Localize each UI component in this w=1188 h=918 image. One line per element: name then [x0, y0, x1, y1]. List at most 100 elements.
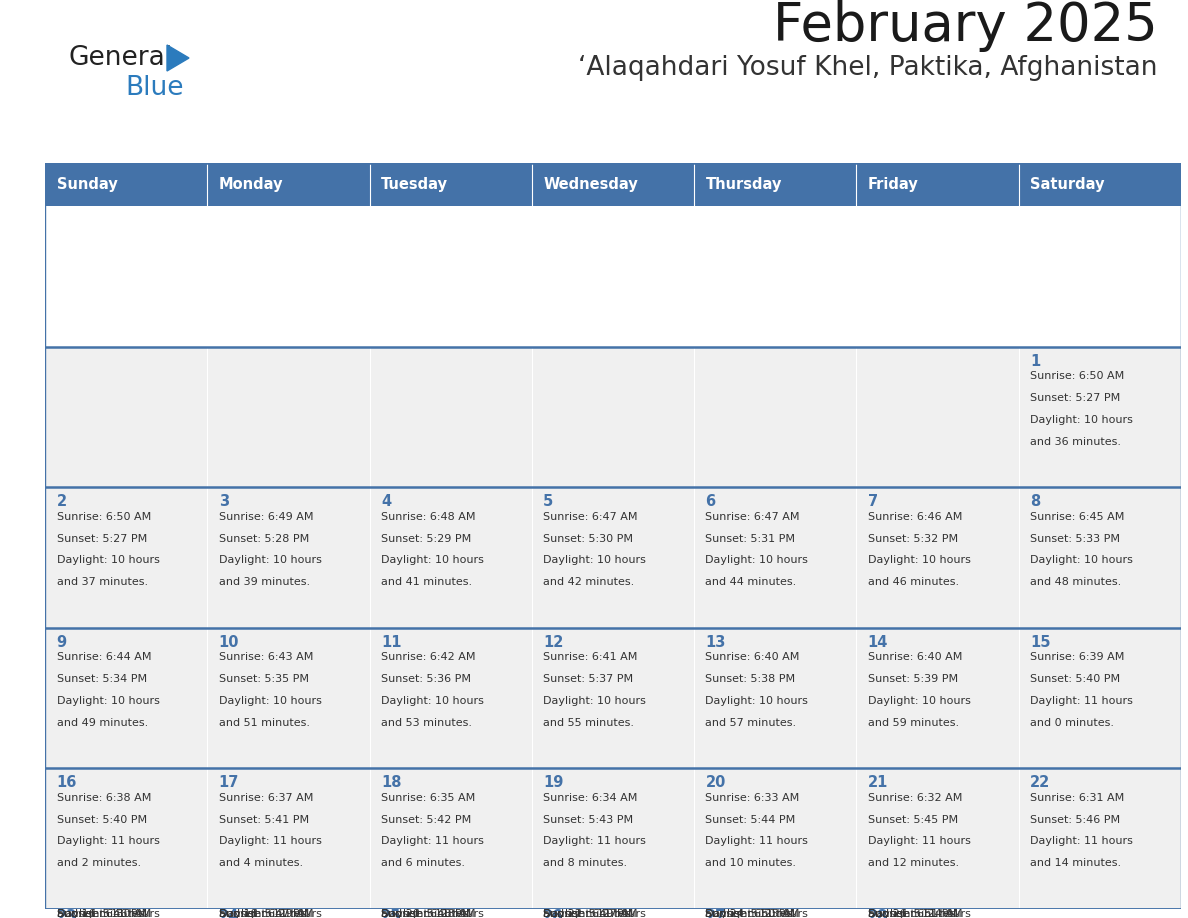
Text: Sunset: 5:34 PM: Sunset: 5:34 PM: [57, 674, 146, 684]
Text: Daylight: 10 hours: Daylight: 10 hours: [219, 696, 322, 706]
Text: and 18 minutes.: and 18 minutes.: [219, 909, 310, 918]
Text: 8: 8: [1030, 494, 1041, 509]
Bar: [694, 163, 857, 207]
Text: General: General: [68, 45, 172, 71]
Bar: [857, 163, 1018, 207]
Text: Sunset: 5:44 PM: Sunset: 5:44 PM: [706, 814, 796, 824]
Text: Sunset: 5:48 PM: Sunset: 5:48 PM: [381, 909, 472, 918]
Text: Daylight: 11 hours: Daylight: 11 hours: [219, 909, 322, 918]
Text: Sunset: 5:38 PM: Sunset: 5:38 PM: [706, 674, 796, 684]
Text: Friday: Friday: [867, 177, 918, 192]
Text: Daylight: 10 hours: Daylight: 10 hours: [57, 555, 159, 565]
Text: Daylight: 11 hours: Daylight: 11 hours: [219, 836, 322, 846]
Text: Sunrise: 6:47 AM: Sunrise: 6:47 AM: [706, 512, 800, 521]
Bar: [45, 163, 208, 207]
Text: Daylight: 11 hours: Daylight: 11 hours: [706, 909, 808, 918]
Bar: [45, 768, 1181, 909]
Text: 12: 12: [543, 634, 563, 650]
Text: Sunrise: 6:41 AM: Sunrise: 6:41 AM: [543, 653, 638, 663]
Text: Sunrise: 6:46 AM: Sunrise: 6:46 AM: [867, 512, 962, 521]
Text: Sunrise: 6:49 AM: Sunrise: 6:49 AM: [219, 512, 314, 521]
Text: Sunset: 5:37 PM: Sunset: 5:37 PM: [543, 674, 633, 684]
Text: Sunrise: 6:29 AM: Sunrise: 6:29 AM: [219, 909, 314, 918]
Text: Sunrise: 6:44 AM: Sunrise: 6:44 AM: [57, 653, 151, 663]
Text: 16: 16: [57, 775, 77, 790]
Text: 26: 26: [543, 909, 563, 918]
Text: and 26 minutes.: and 26 minutes.: [867, 909, 959, 918]
Text: and 44 minutes.: and 44 minutes.: [706, 577, 797, 588]
Text: and 57 minutes.: and 57 minutes.: [706, 718, 797, 728]
Text: and 39 minutes.: and 39 minutes.: [219, 577, 310, 588]
Text: Sunset: 5:51 PM: Sunset: 5:51 PM: [867, 909, 958, 918]
Text: and 36 minutes.: and 36 minutes.: [1030, 437, 1121, 447]
Text: Daylight: 10 hours: Daylight: 10 hours: [381, 696, 484, 706]
Text: Sunset: 5:31 PM: Sunset: 5:31 PM: [706, 533, 796, 543]
Bar: [369, 163, 532, 207]
Text: Sunset: 5:50 PM: Sunset: 5:50 PM: [706, 909, 796, 918]
Text: Sunset: 5:27 PM: Sunset: 5:27 PM: [1030, 393, 1120, 403]
Text: Monday: Monday: [219, 177, 283, 192]
Text: Sunset: 5:41 PM: Sunset: 5:41 PM: [219, 814, 309, 824]
Text: 23: 23: [57, 909, 77, 918]
Text: Sunrise: 6:42 AM: Sunrise: 6:42 AM: [381, 653, 475, 663]
Text: Sunrise: 6:48 AM: Sunrise: 6:48 AM: [381, 512, 475, 521]
Text: and 37 minutes.: and 37 minutes.: [57, 577, 147, 588]
Text: February 2025: February 2025: [773, 0, 1158, 52]
Text: 13: 13: [706, 634, 726, 650]
Text: Sunrise: 6:43 AM: Sunrise: 6:43 AM: [219, 653, 314, 663]
Text: and 51 minutes.: and 51 minutes.: [219, 718, 310, 728]
Text: Daylight: 10 hours: Daylight: 10 hours: [57, 696, 159, 706]
Text: Sunset: 5:47 PM: Sunset: 5:47 PM: [219, 909, 309, 918]
Text: Daylight: 10 hours: Daylight: 10 hours: [706, 555, 808, 565]
Text: Sunset: 5:28 PM: Sunset: 5:28 PM: [219, 533, 309, 543]
Text: 1: 1: [1030, 353, 1041, 368]
Text: Sunrise: 6:34 AM: Sunrise: 6:34 AM: [543, 793, 638, 803]
Text: 15: 15: [1030, 634, 1050, 650]
Text: Daylight: 11 hours: Daylight: 11 hours: [1030, 836, 1133, 846]
Text: Thursday: Thursday: [706, 177, 782, 192]
Text: Daylight: 10 hours: Daylight: 10 hours: [219, 555, 322, 565]
Text: and 20 minutes.: and 20 minutes.: [381, 909, 472, 918]
Text: 20: 20: [706, 775, 726, 790]
Text: Daylight: 11 hours: Daylight: 11 hours: [543, 836, 646, 846]
Text: Sunset: 5:33 PM: Sunset: 5:33 PM: [1030, 533, 1120, 543]
Text: and 41 minutes.: and 41 minutes.: [381, 577, 472, 588]
Text: and 59 minutes.: and 59 minutes.: [867, 718, 959, 728]
Bar: [45, 487, 1181, 628]
Text: and 55 minutes.: and 55 minutes.: [543, 718, 634, 728]
Text: Daylight: 11 hours: Daylight: 11 hours: [57, 836, 159, 846]
Text: Sunrise: 6:50 AM: Sunrise: 6:50 AM: [1030, 372, 1124, 381]
Text: Daylight: 10 hours: Daylight: 10 hours: [1030, 555, 1133, 565]
Text: Sunrise: 6:37 AM: Sunrise: 6:37 AM: [219, 793, 314, 803]
Text: 22: 22: [1030, 775, 1050, 790]
Text: 10: 10: [219, 634, 239, 650]
Text: 9: 9: [57, 634, 67, 650]
Text: Sunset: 5:45 PM: Sunset: 5:45 PM: [867, 814, 958, 824]
Text: Daylight: 11 hours: Daylight: 11 hours: [381, 836, 484, 846]
Text: Sunset: 5:39 PM: Sunset: 5:39 PM: [867, 674, 958, 684]
Text: 24: 24: [219, 909, 239, 918]
Text: Sunset: 5:29 PM: Sunset: 5:29 PM: [381, 533, 472, 543]
Text: Sunset: 5:46 PM: Sunset: 5:46 PM: [57, 909, 146, 918]
Text: Sunrise: 6:47 AM: Sunrise: 6:47 AM: [543, 512, 638, 521]
Text: and 10 minutes.: and 10 minutes.: [706, 858, 796, 868]
Text: Sunrise: 6:38 AM: Sunrise: 6:38 AM: [57, 793, 151, 803]
Text: Sunrise: 6:40 AM: Sunrise: 6:40 AM: [867, 653, 962, 663]
Bar: [532, 163, 694, 207]
Text: and 16 minutes.: and 16 minutes.: [57, 909, 147, 918]
Text: Sunday: Sunday: [57, 177, 118, 192]
Text: Wednesday: Wednesday: [543, 177, 638, 192]
Text: Daylight: 11 hours: Daylight: 11 hours: [1030, 696, 1133, 706]
Text: 25: 25: [381, 909, 402, 918]
Text: and 6 minutes.: and 6 minutes.: [381, 858, 465, 868]
Bar: [1018, 163, 1181, 207]
Text: Daylight: 10 hours: Daylight: 10 hours: [1030, 415, 1133, 425]
Text: Sunrise: 6:25 AM: Sunrise: 6:25 AM: [706, 909, 800, 918]
Bar: [45, 628, 1181, 768]
Text: Sunrise: 6:50 AM: Sunrise: 6:50 AM: [57, 512, 151, 521]
Text: Daylight: 10 hours: Daylight: 10 hours: [867, 555, 971, 565]
Text: Daylight: 10 hours: Daylight: 10 hours: [543, 696, 646, 706]
Text: 5: 5: [543, 494, 554, 509]
Text: and 24 minutes.: and 24 minutes.: [706, 909, 797, 918]
Text: Sunrise: 6:24 AM: Sunrise: 6:24 AM: [867, 909, 962, 918]
